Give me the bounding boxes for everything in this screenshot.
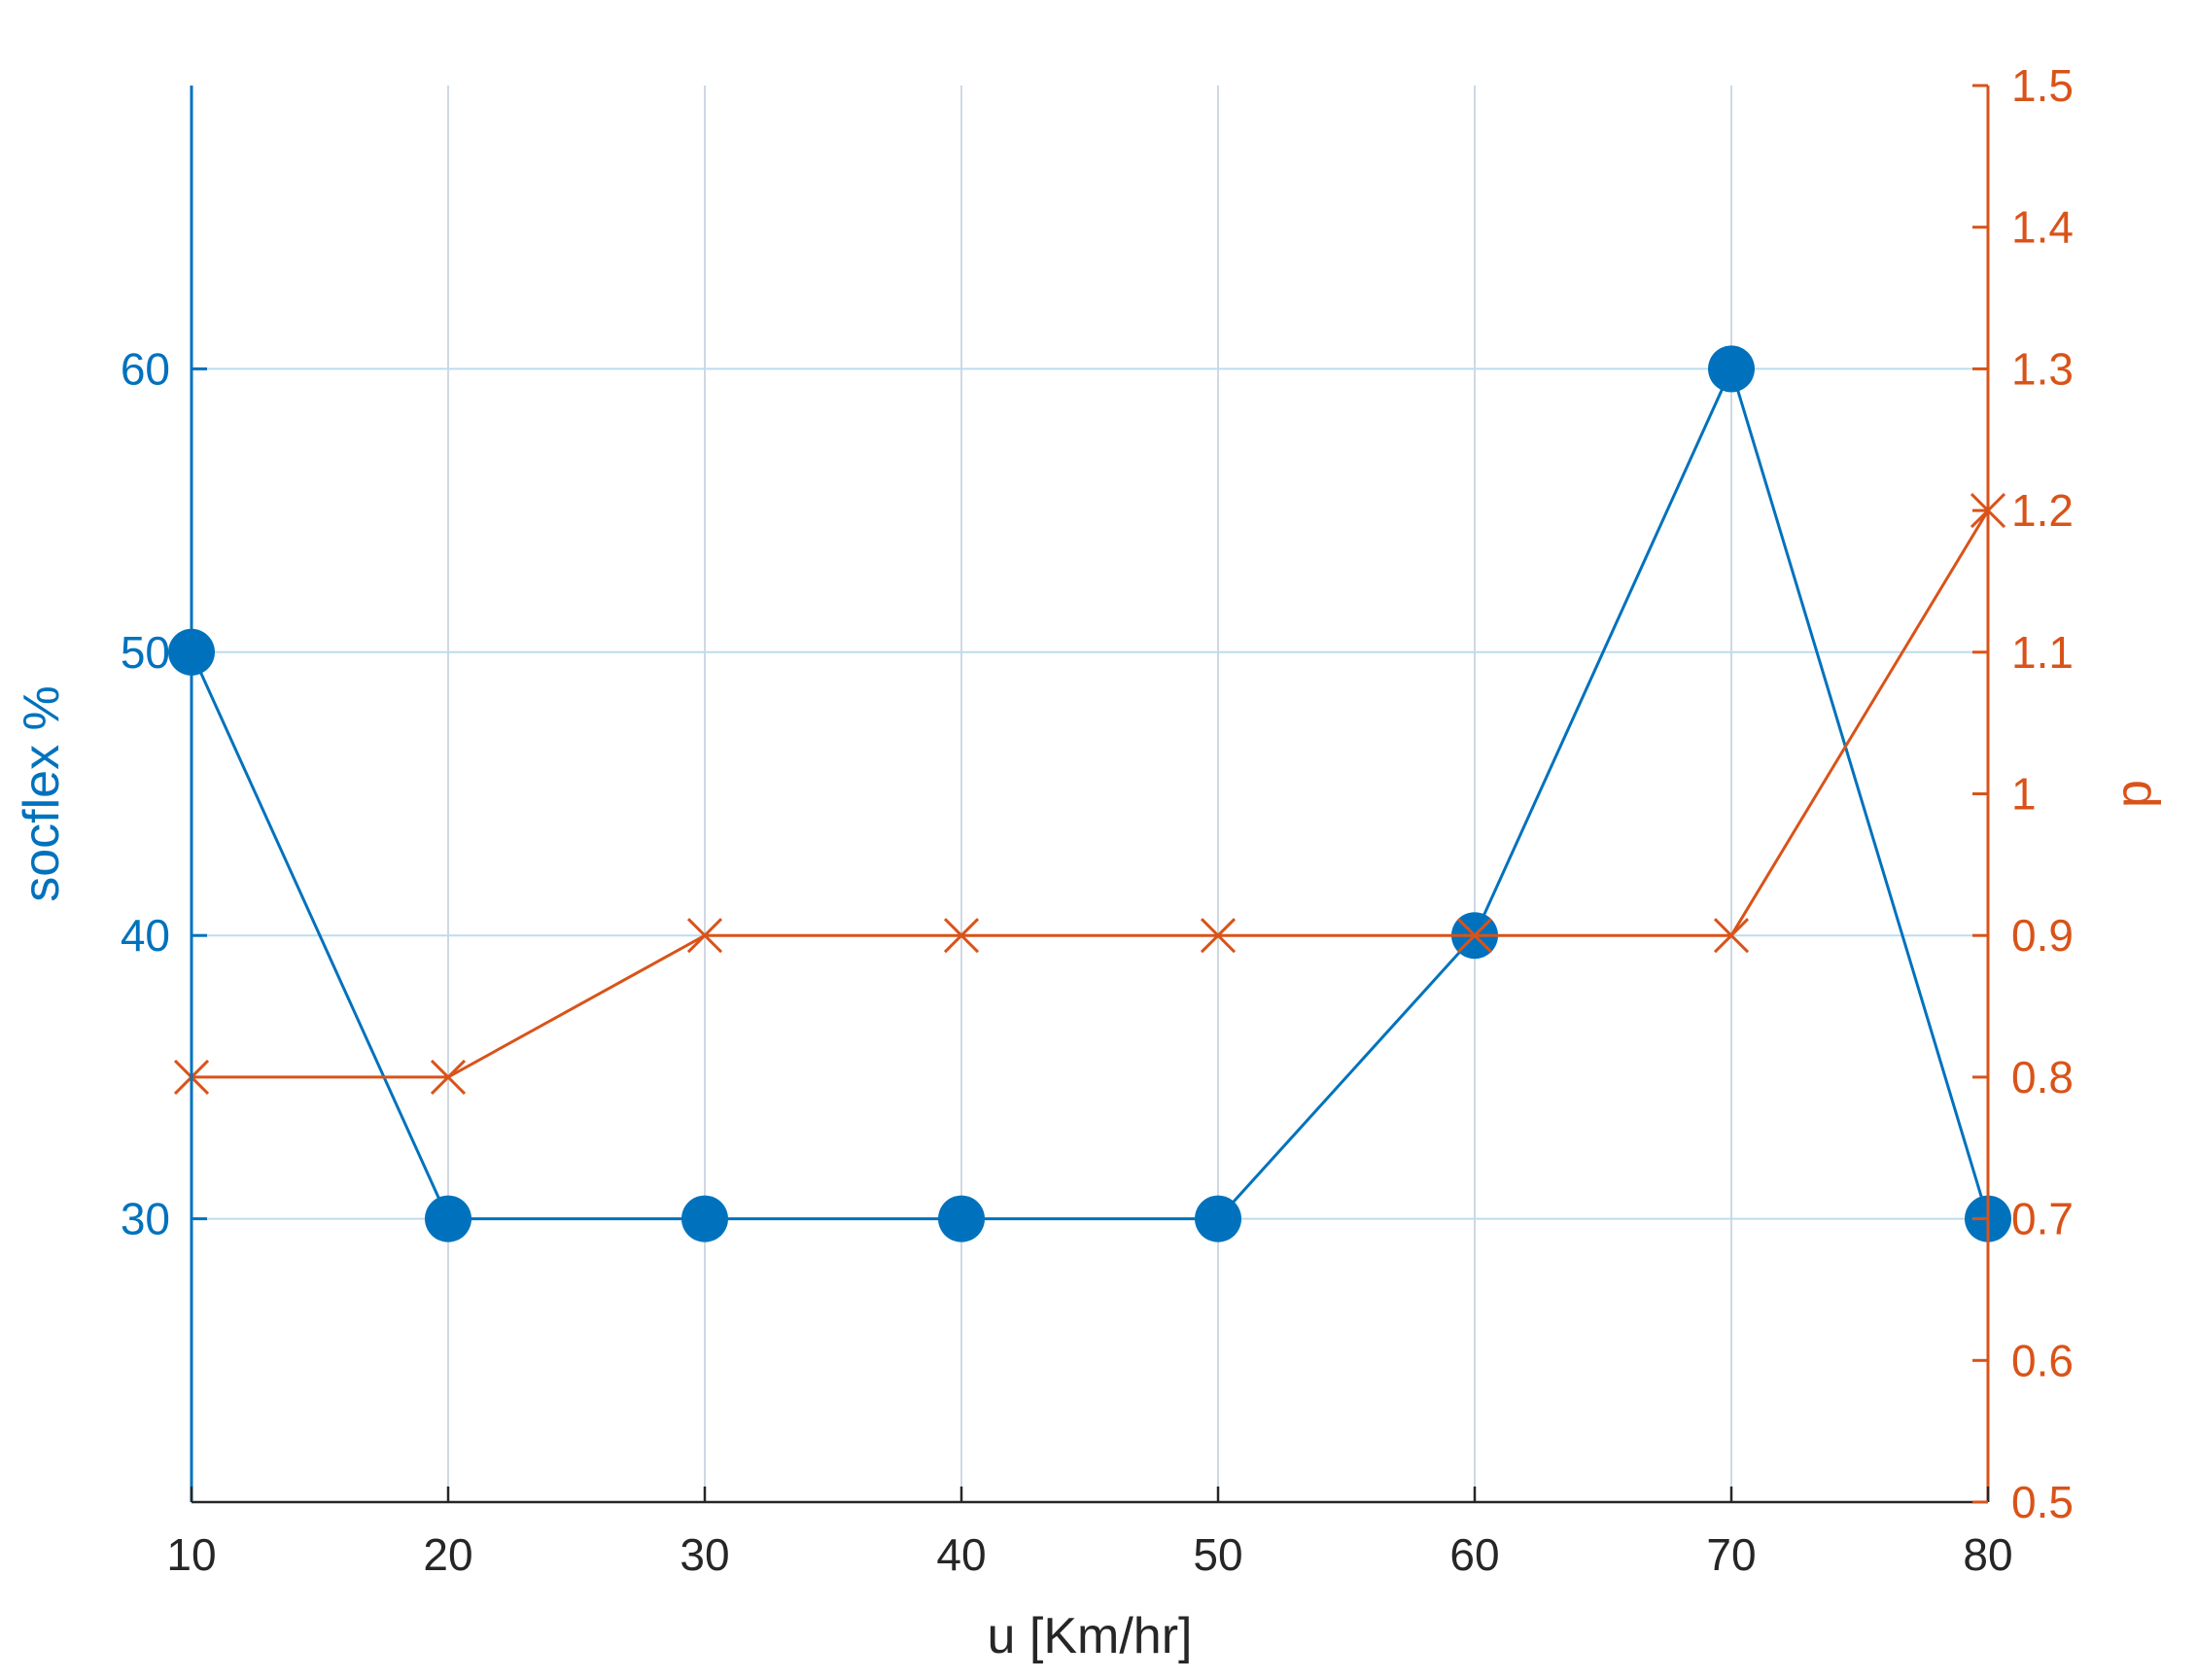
x-marker-stroke <box>1713 918 1750 954</box>
left-y-tick-label: 30 <box>121 1194 170 1244</box>
right-y-tick-label: 0.9 <box>2011 910 2074 961</box>
right-y-tick-label: 0.7 <box>2011 1194 2074 1244</box>
x-tick-label: 80 <box>1963 1529 2012 1580</box>
x-tick-label: 30 <box>680 1529 729 1580</box>
data-point-left <box>1195 1195 1241 1242</box>
x-marker-stroke <box>1200 918 1237 954</box>
x-marker-stroke <box>686 918 723 954</box>
x-tick-label: 60 <box>1449 1529 1499 1580</box>
right-y-tick-label: 0.8 <box>2011 1052 2074 1102</box>
data-point-left <box>681 1195 728 1242</box>
x-tick-label: 70 <box>1706 1529 1756 1580</box>
data-point-left <box>425 1195 471 1242</box>
series-line-right <box>192 509 1990 1079</box>
right-y-tick-label: 0.6 <box>2011 1335 2074 1385</box>
right-y-tick-label: 1.4 <box>2011 202 2074 253</box>
left-y-tick-label: 40 <box>121 910 170 961</box>
x-tick-label: 20 <box>423 1529 472 1580</box>
left-y-tick-label: 50 <box>121 627 170 678</box>
left-y-tick-label: 60 <box>121 343 170 394</box>
x-tick-label: 40 <box>936 1529 986 1580</box>
grid <box>192 86 1988 1502</box>
data-point-right <box>943 918 980 954</box>
data-point-right <box>430 1059 467 1095</box>
data-point-right <box>1456 918 1493 954</box>
x-tick-label: 50 <box>1193 1529 1242 1580</box>
data-point-right <box>1713 918 1750 954</box>
left-y-axis-title: socflex % <box>14 685 70 902</box>
right-y-tick-label: 0.5 <box>2011 1477 2074 1527</box>
right-y-tick-label: 1.3 <box>2011 343 2074 394</box>
x-marker-stroke <box>1456 918 1493 954</box>
series <box>168 345 2011 1242</box>
data-point-left <box>1708 345 1755 393</box>
right-y-axis-title: p <box>2106 780 2162 808</box>
right-y-tick-label: 1.2 <box>2011 485 2074 536</box>
x-axis-title: u [Km/hr] <box>988 1608 1193 1664</box>
data-point-right <box>686 918 723 954</box>
axes: 10 20 30 40 50 60 70 80 30 40 50 60 0.5 0.6 0.7 0.8 0.9 1… <box>121 60 2074 1580</box>
data-point-left <box>938 1195 985 1242</box>
x-marker-stroke <box>943 918 980 954</box>
data-point-right <box>1200 918 1237 954</box>
right-y-tick-label: 1 <box>2011 769 2037 820</box>
series-line-left <box>190 365 1990 1221</box>
x-marker-stroke <box>430 1059 467 1095</box>
right-y-tick-label: 1.1 <box>2011 627 2074 678</box>
x-tick-label: 10 <box>166 1529 216 1580</box>
right-y-tick-label: 1.5 <box>2011 60 2074 111</box>
